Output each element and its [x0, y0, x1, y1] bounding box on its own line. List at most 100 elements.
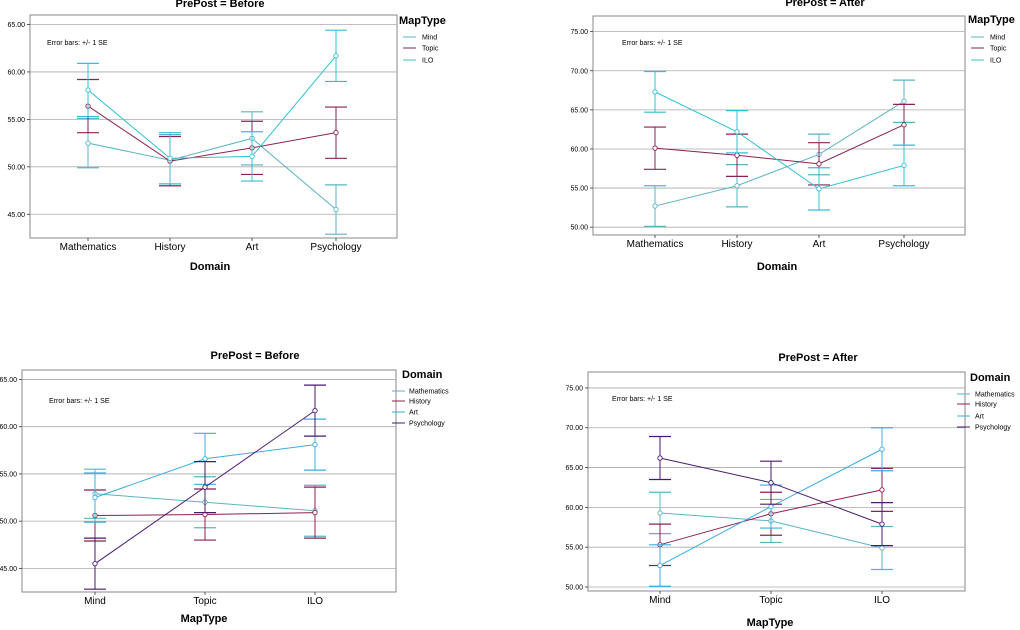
chart4-title: PrePost = After: [778, 352, 858, 364]
chart3-legend-label-psychology: Psychology: [409, 421, 445, 428]
chart1-data-point-ilo: [85, 87, 91, 93]
chart4-data-point-art: [768, 503, 774, 510]
chart4-xtick-label: ILO: [874, 595, 890, 606]
chart3-data-point-art: [312, 441, 318, 448]
chart2-data-point-topic: [816, 161, 822, 167]
chart2-xlabel: Domain: [757, 261, 798, 273]
chart3-ytick-label: 55.00: [0, 471, 17, 478]
chart2-data-point-mind: [901, 98, 907, 104]
chart2-plot-frame: [592, 15, 966, 236]
chart1-data-point-ilo: [249, 153, 255, 160]
chart2-series-line-mind: [654, 100, 905, 207]
chart3-data-point-history: [312, 509, 318, 516]
chart2-data-point-ilo: [652, 89, 658, 95]
chart3-ytick-label: 45.00: [0, 566, 17, 573]
chart1-data-point-ilo: [333, 53, 339, 59]
chart1-series-line-ilo: [87, 55, 337, 159]
chart3-xtick-label: Topic: [193, 596, 216, 607]
chart2-data-point-ilo: [734, 129, 740, 135]
chart1-xtick-label: Psychology: [310, 242, 361, 253]
chart2-legend-label-mind: Mind: [990, 35, 1005, 42]
chart3-ytick-label: 50.00: [0, 519, 17, 526]
chart3-data-point-psychology: [312, 407, 318, 414]
chart2-xtick-label: Art: [813, 239, 826, 250]
chart1-xtick-label: Mathematics: [60, 242, 117, 253]
chart2-xtick-label: History: [721, 239, 752, 250]
chart1-ytick-label: 60.00: [7, 69, 25, 76]
chart1-ytick-label: 55.00: [7, 117, 25, 124]
chart3-plot-frame: [21, 369, 397, 593]
chart3-ytick-label: 60.00: [0, 424, 17, 431]
chart3-legend-label-mathematics: Mathematics: [409, 389, 449, 396]
chart4-plot-frame: [587, 371, 966, 592]
chart2-data-point-ilo: [901, 162, 907, 169]
chart4-data-point-psychology: [657, 455, 663, 461]
chart4-data-point-mathematics: [879, 545, 885, 551]
chart4-data-point-art: [657, 562, 663, 569]
chart3-data-point-psychology: [92, 561, 98, 567]
chart4-data-point-art: [879, 446, 885, 452]
chart2-series-line-topic: [654, 124, 905, 165]
chart1-series-line-topic: [87, 105, 337, 162]
chart4-ytick-label: 50.00: [565, 585, 583, 592]
chart2-data-point-mind: [734, 183, 740, 189]
chart1-error-note: Error bars: +/- 1 SE: [47, 40, 108, 47]
chart2-legend-title: MapType: [968, 14, 1015, 26]
chart4-xtick-label: Topic: [759, 595, 782, 606]
chart3-legend-label-history: History: [409, 399, 431, 406]
chart4-data-point-psychology: [879, 521, 885, 527]
chart1-legend-title: MapType: [399, 15, 446, 27]
chart1-legend-label-topic: Topic: [422, 46, 439, 53]
chart2-legend-label-ilo: ILO: [990, 58, 1002, 65]
chart2-data-point-topic: [901, 122, 907, 128]
chart1-ytick-label: 50.00: [7, 164, 25, 171]
chart2-data-point-mind: [652, 203, 658, 209]
chart2-legend-label-topic: Topic: [990, 46, 1007, 53]
chart4-ytick-label: 60.00: [565, 505, 583, 512]
chart3-data-point-art: [92, 494, 98, 501]
chart1-ytick-label: 65.00: [7, 22, 25, 29]
chart4-ytick-label: 70.00: [565, 425, 583, 432]
chart4-xlabel: MapType: [747, 617, 794, 629]
chart3-data-point-art: [202, 456, 208, 462]
chart1-data-point-mind: [333, 206, 339, 213]
chart2-ytick-label: 55.00: [570, 186, 588, 193]
chart2-title: PrePost = After: [785, 0, 865, 9]
chart1-data-point-ilo: [167, 155, 173, 161]
chart4-data-point-history: [879, 487, 885, 493]
chart4-error-note: Error bars: +/- 1 SE: [612, 396, 673, 403]
chart4-data-point-psychology: [768, 480, 774, 486]
chart1-xtick-label: History: [154, 242, 185, 253]
chart4-xtick-label: Mind: [649, 595, 671, 606]
chart1-ytick-label: 45.00: [7, 212, 25, 219]
chart2-series-line-ilo: [654, 91, 905, 190]
chart3-xlabel: MapType: [181, 613, 228, 625]
chart4-legend-label-art: Art: [975, 414, 984, 421]
chart1-data-point-topic: [333, 130, 339, 136]
chart2-data-point-ilo: [816, 186, 822, 192]
chart1-title: PrePost = Before: [176, 0, 265, 10]
chart1-plot-frame: [29, 14, 398, 239]
chart1-legend-label-mind: Mind: [422, 35, 437, 42]
chart2-ytick-label: 70.00: [570, 68, 588, 75]
chart2-ytick-label: 65.00: [570, 107, 588, 114]
chart1-series-line-mind: [87, 137, 337, 210]
chart3-error-note: Error bars: +/- 1 SE: [49, 398, 110, 405]
chart3-ytick-label: 65.00: [0, 377, 17, 384]
chart4-data-point-mathematics: [657, 510, 663, 516]
chart2-xtick-label: Mathematics: [627, 239, 684, 250]
chart2-data-point-topic: [652, 145, 658, 151]
chart2-ytick-label: 50.00: [570, 225, 588, 232]
chart4-legend-label-history: History: [975, 402, 997, 409]
chart2-data-point-topic: [734, 152, 740, 158]
chart3-legend-title: Domain: [402, 369, 443, 381]
chart4-ytick-label: 65.00: [565, 465, 583, 472]
chart1-data-point-mind: [85, 140, 91, 146]
chart4-ytick-label: 55.00: [565, 545, 583, 552]
chart3-data-point-psychology: [202, 484, 208, 490]
chart4-ytick-label: 75.00: [565, 385, 583, 392]
chart1-legend-label-ilo: ILO: [422, 58, 434, 65]
chart4-legend-label-mathematics: Mathematics: [975, 392, 1015, 399]
chart2-ytick-label: 75.00: [570, 29, 588, 36]
